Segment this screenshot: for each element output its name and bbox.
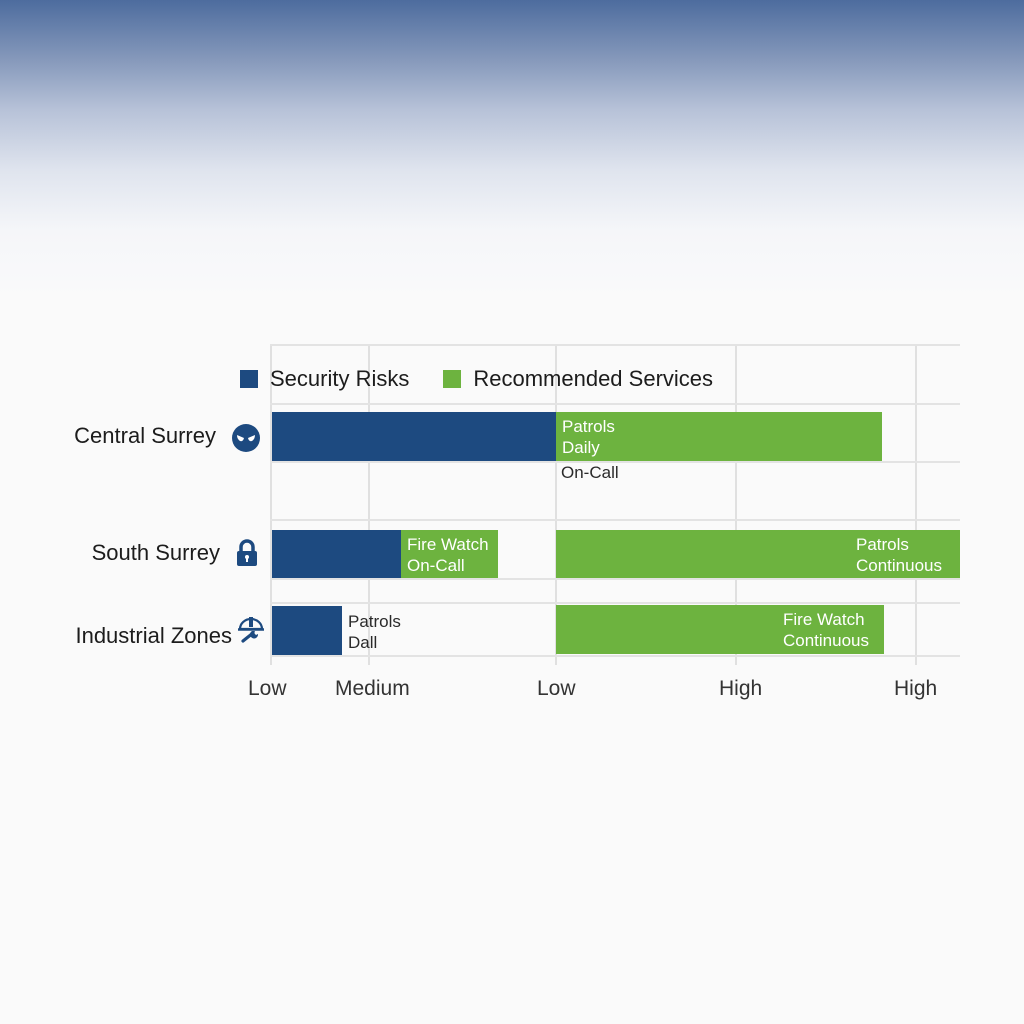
x-tick-label: High: [719, 677, 763, 700]
bar-label-south-firewatch: Fire Watch On-Call: [407, 535, 489, 575]
gridline-horizontal: [270, 519, 960, 521]
legend-label-risks: Security Risks: [270, 366, 410, 391]
gridline-vertical: [735, 345, 737, 665]
legend-swatch-risks: [240, 370, 258, 388]
bar-label-south-patrols: Patrols Continuous: [856, 535, 943, 575]
bar-service-south-surrey-firewatch: [401, 530, 498, 578]
row-label-central-surrey: Central Surrey: [74, 423, 216, 448]
legend-label-services: Recommended Services: [473, 366, 714, 391]
gridline-horizontal: [270, 344, 960, 346]
chart-legend: Security Risks Recommended Services: [240, 366, 747, 392]
gridline-horizontal: [270, 403, 960, 405]
bar-risk-south-surrey: [272, 530, 401, 578]
gridline-vertical: [270, 345, 272, 665]
bar-label-industrial-firewatch: Fire Watch Continuous: [783, 610, 870, 650]
x-tick-label: Low: [537, 677, 576, 700]
hardhat-wrench-icon: [238, 617, 264, 643]
x-tick-label: Low: [248, 677, 287, 700]
x-tick-label: High: [894, 677, 938, 700]
bar-service-central-surrey: [556, 412, 882, 461]
gridline-vertical: [368, 345, 370, 665]
bar-label-central-note: On-Call: [561, 463, 619, 482]
gridline-vertical: [915, 345, 917, 665]
bar-label-industrial-patrols: Patrols Dall: [348, 612, 401, 652]
masked-face-icon: [232, 424, 260, 452]
row-label-industrial-zones: Industrial Zones: [75, 623, 232, 648]
bar-risk-central-surrey: [272, 412, 556, 461]
gridline-horizontal: [270, 602, 960, 604]
bar-risk-industrial-zones: [272, 606, 342, 655]
gridline-horizontal: [270, 578, 960, 580]
legend-swatch-services: [443, 370, 462, 388]
gridline-vertical: [555, 345, 557, 665]
bar-service-south-surrey-patrols: [556, 530, 960, 578]
x-tick-label: Medium: [335, 677, 410, 700]
row-label-south-surrey: South Surrey: [91, 540, 220, 565]
bar-service-industrial-zones: [556, 605, 884, 654]
gridline-horizontal: [270, 461, 960, 463]
bar-label-central-service: Patrols Daily: [562, 417, 615, 457]
padlock-icon: [237, 539, 257, 566]
gridline-horizontal: [270, 655, 960, 657]
